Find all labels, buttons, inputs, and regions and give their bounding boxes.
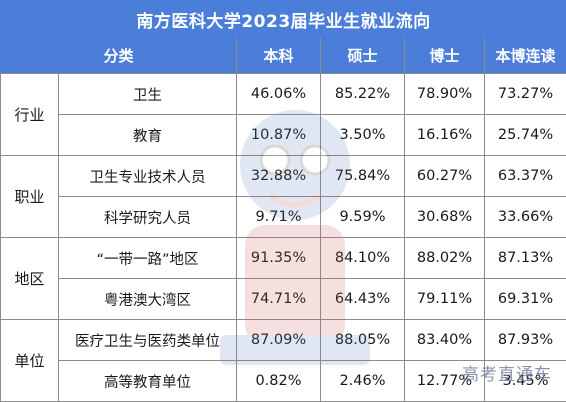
row-label: 医疗卫生与医药类单位 [59, 320, 237, 361]
group-label: 单位 [1, 320, 59, 402]
value-cell: 32.88% [237, 156, 321, 197]
table-row: 地区 “一带一路”地区 91.35% 84.10% 88.02% 87.13% [1, 238, 566, 279]
value-cell: 87.09% [237, 320, 321, 361]
group-label: 地区 [1, 238, 59, 320]
value-cell: 78.90% [405, 74, 485, 115]
row-label: “一带一路”地区 [59, 238, 237, 279]
value-cell: 2.46% [321, 361, 405, 402]
value-cell: 74.71% [237, 279, 321, 320]
value-cell: 63.37% [485, 156, 566, 197]
header-row: 分类 本科 硕士 博士 本博连读 [1, 38, 566, 74]
header-category: 分类 [1, 38, 237, 74]
value-cell: 64.43% [321, 279, 405, 320]
value-cell: 46.06% [237, 74, 321, 115]
group-label: 行业 [1, 74, 59, 156]
row-label: 粤港澳大湾区 [59, 279, 237, 320]
value-cell: 33.66% [485, 197, 566, 238]
table-row: 职业 卫生专业技术人员 32.88% 75.84% 60.27% 63.37% [1, 156, 566, 197]
value-cell: 85.22% [321, 74, 405, 115]
table-row: 行业 卫生 46.06% 85.22% 78.90% 73.27% [1, 74, 566, 115]
table-row: 粤港澳大湾区 74.71% 64.43% 79.11% 69.31% [1, 279, 566, 320]
value-cell: 9.71% [237, 197, 321, 238]
value-cell: 79.11% [405, 279, 485, 320]
table-row: 科学研究人员 9.71% 9.59% 30.68% 33.66% [1, 197, 566, 238]
value-cell: 73.27% [485, 74, 566, 115]
value-cell: 83.40% [405, 320, 485, 361]
value-cell: 30.68% [405, 197, 485, 238]
title-row: 南方医科大学2023届毕业生就业流向 [1, 1, 566, 38]
value-cell: 88.05% [321, 320, 405, 361]
value-cell: 88.02% [405, 238, 485, 279]
value-cell: 87.13% [485, 238, 566, 279]
value-cell: 87.93% [485, 320, 566, 361]
header-master: 硕士 [321, 38, 405, 74]
value-cell: 0.82% [237, 361, 321, 402]
row-label: 教育 [59, 115, 237, 156]
row-label: 卫生专业技术人员 [59, 156, 237, 197]
group-label: 职业 [1, 156, 59, 238]
value-cell: 75.84% [321, 156, 405, 197]
value-cell: 9.59% [321, 197, 405, 238]
value-cell: 69.31% [485, 279, 566, 320]
row-label: 科学研究人员 [59, 197, 237, 238]
row-label: 高等教育单位 [59, 361, 237, 402]
value-cell: 60.27% [405, 156, 485, 197]
watermark-text: 高考直通车 [462, 360, 552, 385]
value-cell: 10.87% [237, 115, 321, 156]
value-cell: 84.10% [321, 238, 405, 279]
header-bachelor: 本科 [237, 38, 321, 74]
value-cell: 25.74% [485, 115, 566, 156]
table-row: 单位 医疗卫生与医药类单位 87.09% 88.05% 83.40% 87.93… [1, 320, 566, 361]
header-combined: 本博连读 [485, 38, 566, 74]
value-cell: 16.16% [405, 115, 485, 156]
table-row: 教育 10.87% 3.50% 16.16% 25.74% [1, 115, 566, 156]
value-cell: 3.50% [321, 115, 405, 156]
row-label: 卫生 [59, 74, 237, 115]
table-title: 南方医科大学2023届毕业生就业流向 [1, 1, 566, 38]
header-doctor: 博士 [405, 38, 485, 74]
value-cell: 91.35% [237, 238, 321, 279]
